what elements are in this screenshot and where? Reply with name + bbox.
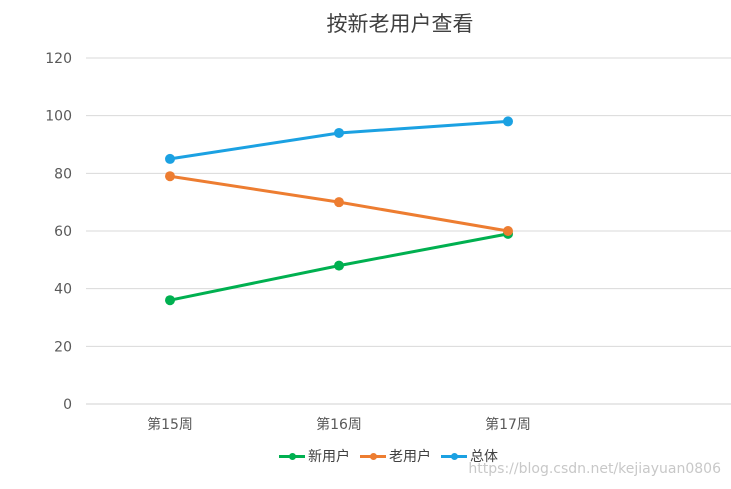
data-point [503, 226, 513, 236]
legend-marker-new-users [279, 450, 305, 462]
y-tick-label: 40 [54, 282, 72, 298]
y-tick-label: 60 [54, 224, 72, 240]
legend-item-overall[interactable]: 总体 [441, 446, 498, 466]
series-line-2 [169, 119, 509, 161]
legend-label-old-users: 老用户 [389, 449, 431, 465]
legend-label-new-users: 新用户 [308, 449, 350, 465]
y-tick-label: 120 [45, 51, 72, 67]
chart-plot-area: 0 20 40 60 80 100 120 第15周 第16周 第17周 [45, 51, 731, 433]
y-tick-label: 100 [45, 109, 72, 125]
data-point [165, 295, 175, 306]
legend-marker-old-users [360, 450, 386, 462]
y-tick-label: 80 [54, 166, 72, 182]
y-tick-label: 20 [54, 339, 72, 355]
y-tick-label: 0 [63, 397, 72, 413]
data-point [334, 127, 344, 138]
legend-item-new-users[interactable]: 新用户 [279, 446, 350, 466]
legend-label-overall: 总体 [470, 449, 498, 465]
legend-item-old-users[interactable]: 老用户 [360, 446, 431, 466]
watermark-text: https://blog.csdn.net/kejiayuan0806 [468, 461, 721, 477]
chart-legend: 新用户 老用户 总体 [279, 445, 498, 467]
data-point [165, 171, 175, 182]
x-tick-label: 第17周 [485, 416, 531, 433]
data-point [334, 197, 344, 208]
legend-marker-overall [441, 450, 467, 462]
data-point [165, 153, 175, 164]
x-tick-label: 第16周 [316, 416, 362, 433]
chart-title: 按新老用户查看 [326, 12, 474, 36]
data-point [503, 116, 513, 127]
data-point [334, 260, 344, 271]
x-tick-label: 第15周 [147, 416, 193, 433]
